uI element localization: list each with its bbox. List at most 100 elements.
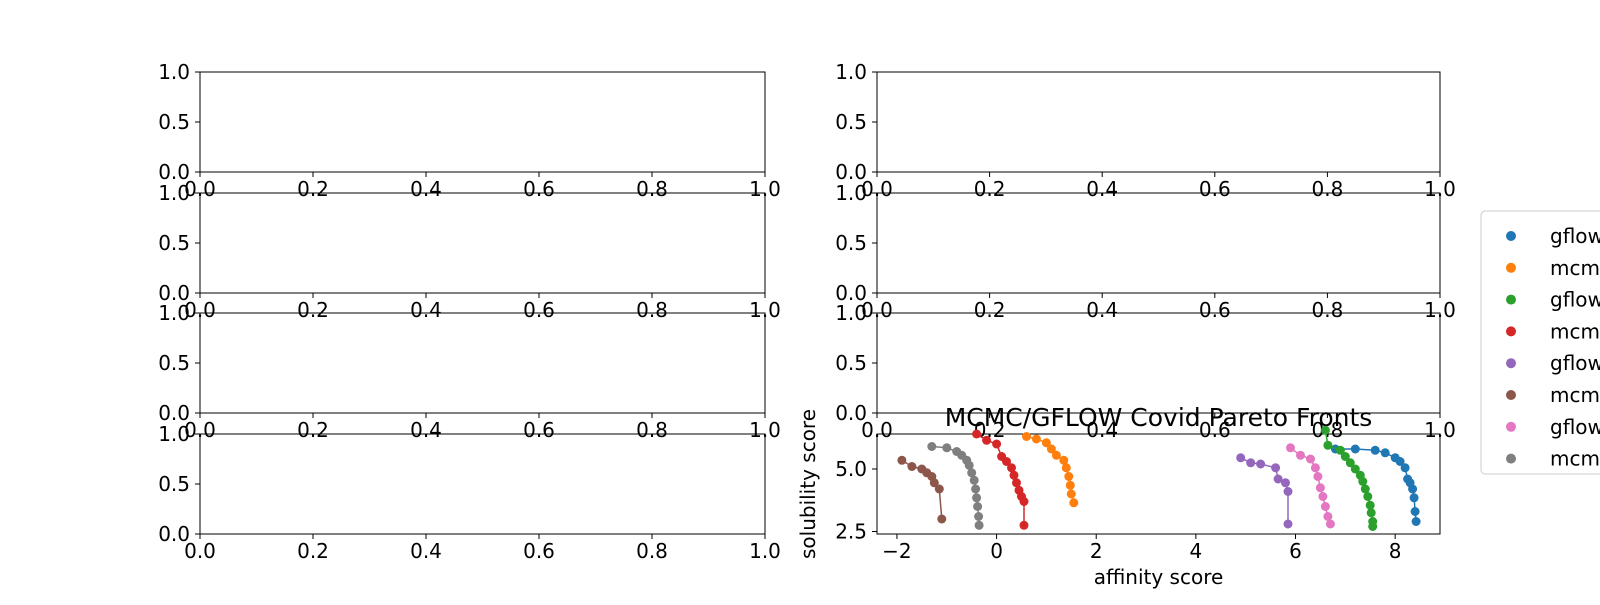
x-axis-label: affinity score — [1094, 565, 1224, 589]
legend-marker — [1506, 231, 1516, 241]
x-tick-label: 0.8 — [636, 418, 668, 442]
data-point — [1395, 457, 1405, 466]
x-tick-label: 1.0 — [749, 539, 781, 563]
data-point — [1360, 484, 1370, 494]
x-tick-label: 0.6 — [523, 177, 555, 201]
data-point — [1368, 522, 1378, 531]
x-tick-label: 0.8 — [636, 539, 668, 563]
legend-label: gflow — [1550, 224, 1600, 248]
data-point — [1409, 493, 1419, 503]
data-point — [1320, 502, 1330, 511]
x-tick-label: 0.4 — [410, 539, 442, 563]
legend-label: gflow — [1550, 288, 1600, 312]
x-tick-label: 0.8 — [1311, 298, 1343, 322]
axes-frame — [876, 433, 1441, 535]
data-point — [1019, 497, 1029, 506]
data-point — [969, 475, 979, 485]
x-tick-label: 0.8 — [636, 298, 668, 322]
x-tick-label: 8 — [1389, 539, 1402, 563]
x-tick-label: 0.2 — [297, 418, 329, 442]
data-point — [1335, 445, 1345, 455]
x-tick-label: 0.6 — [1199, 298, 1231, 322]
legend-marker — [1506, 421, 1516, 432]
legend-marker — [1506, 294, 1516, 305]
data-point — [971, 484, 981, 494]
data-point — [1380, 448, 1390, 458]
data-point — [1007, 463, 1016, 473]
legend-label: mcmc — [1550, 383, 1600, 407]
x-tick-label: 0.8 — [636, 177, 668, 201]
data-point — [967, 468, 977, 478]
x-tick-label: 0.4 — [1086, 418, 1118, 442]
legend-marker — [1506, 358, 1516, 369]
y-tick-label: 0.0 — [835, 160, 867, 184]
data-point — [1031, 434, 1041, 444]
data-point — [1041, 438, 1051, 448]
x-tick-label: 0 — [990, 539, 1003, 563]
data-point — [1046, 444, 1056, 454]
y-tick-label: 1.0 — [158, 422, 190, 446]
data-point — [1296, 450, 1305, 460]
legend-label: mcmc — [1550, 256, 1600, 280]
data-point — [972, 429, 982, 439]
y-tick-label: 0.0 — [158, 522, 190, 546]
legend-label: mcmc — [1550, 447, 1600, 471]
x-tick-label: −2 — [882, 539, 911, 563]
axes-row4-left: 0.0 0.2 0.4 0.6 0.8 1.0 0.0 0.5 1.0 — [158, 422, 781, 563]
x-tick-label: 0.4 — [410, 418, 442, 442]
data-point — [1306, 454, 1315, 464]
data-point — [1066, 489, 1076, 499]
data-point — [1012, 478, 1021, 488]
data-point — [1410, 507, 1420, 516]
y-tick-label: 0.5 — [158, 351, 190, 375]
y-tick-label: 1.0 — [158, 60, 190, 84]
data-point — [1315, 483, 1325, 493]
x-tick-label: 0.4 — [410, 177, 442, 201]
data-point — [1051, 450, 1061, 460]
data-point — [907, 462, 917, 471]
data-point — [992, 439, 1002, 449]
series-line — [1290, 447, 1332, 525]
y-tick-label: 0.5 — [835, 351, 867, 375]
data-point — [1320, 425, 1330, 435]
axes-row1-left: 0.0 0.2 0.4 0.6 0.8 1.00.00.51.0 — [158, 60, 781, 201]
series-3-mcmc — [972, 429, 1029, 530]
series-1-mcmc — [1022, 432, 1079, 508]
data-point — [1059, 455, 1069, 465]
data-point — [1370, 445, 1380, 455]
data-point — [1283, 487, 1293, 496]
data-point — [1246, 458, 1256, 468]
y-tick-label: 0.5 — [835, 110, 867, 134]
x-tick-label: 0.2 — [974, 298, 1006, 322]
data-point — [1325, 519, 1335, 529]
x-tick-label: 0.6 — [1199, 418, 1231, 442]
data-point — [1323, 440, 1333, 450]
x-tick-label: 0.6 — [523, 298, 555, 322]
x-tick-label: 0.2 — [974, 177, 1006, 201]
data-point — [1009, 470, 1019, 480]
series-5-mcmc — [897, 455, 947, 524]
data-point — [1358, 477, 1368, 486]
chart-title: MCMC/GFLOW Covid Pareto Fronts — [945, 403, 1373, 432]
y-tick-label: 5.0 — [835, 457, 867, 481]
y-tick-label: 0.5 — [158, 110, 190, 134]
data-point — [1286, 443, 1295, 453]
data-point — [1236, 453, 1246, 463]
legend-marker — [1506, 326, 1516, 337]
x-tick-label: 0.4 — [1086, 298, 1118, 322]
x-tick-label: 0.2 — [297, 539, 329, 563]
y-tick-label: 0.0 — [835, 281, 867, 305]
data-point — [1281, 478, 1290, 488]
y-tick-label: 0.5 — [158, 472, 190, 496]
data-point — [1273, 474, 1283, 484]
data-point — [1313, 472, 1323, 481]
y-tick-label: 1.0 — [158, 181, 190, 205]
y-axis-label: solubility score — [796, 409, 820, 559]
data-point — [1363, 492, 1373, 501]
series-0-gflow — [1330, 444, 1421, 526]
series-2-gflow — [1320, 425, 1378, 531]
legend-label: gflow — [1550, 351, 1600, 375]
legend-label: mcmc — [1550, 319, 1600, 343]
